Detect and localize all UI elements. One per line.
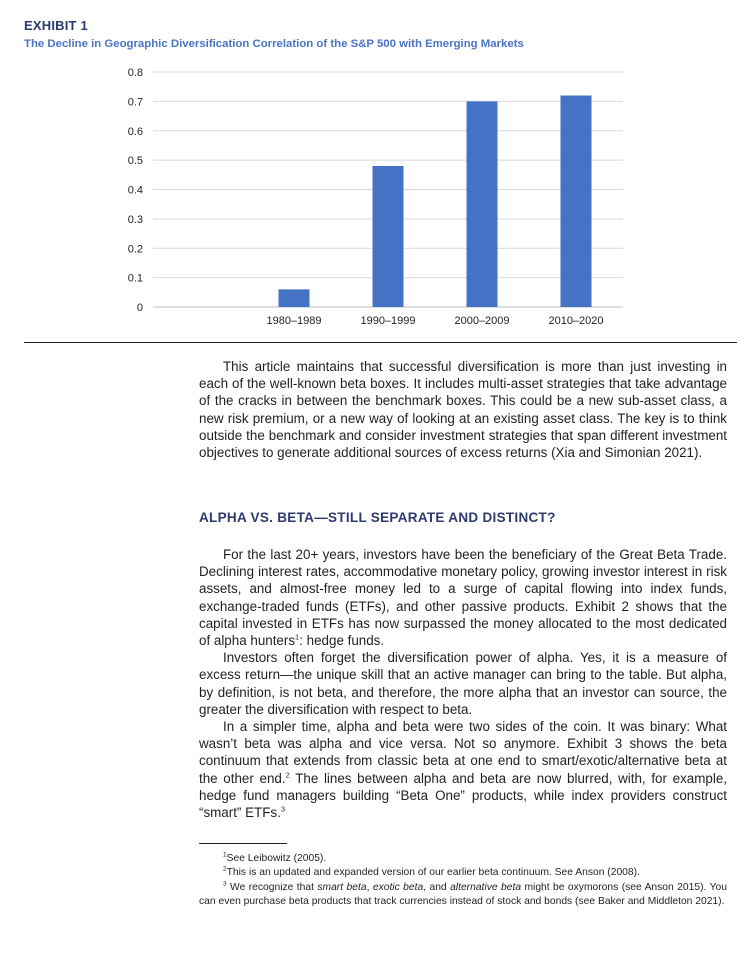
chart-x-ticks: 1980–1989 1990–1999 2000–2009 2010–2020 bbox=[266, 315, 603, 327]
footnote-2: 2This is an updated and expanded version… bbox=[199, 866, 727, 880]
y-tick-label: 0.6 bbox=[128, 126, 143, 138]
section-heading: ALPHA VS. BETA—STILL SEPARATE AND DISTIN… bbox=[199, 510, 556, 525]
chart-bars bbox=[278, 95, 592, 307]
paragraph-1-tail: : hedge funds. bbox=[299, 633, 385, 649]
intro-paragraph: This article maintains that successful d… bbox=[199, 359, 727, 461]
footnote-3-term-alternative-beta: alternative beta bbox=[450, 881, 522, 893]
paragraph-1-text: For the last 20+ years, investors have b… bbox=[199, 547, 727, 649]
y-tick-label: 0.4 bbox=[128, 185, 143, 197]
bar bbox=[372, 166, 404, 307]
footnote-3-mark: 3 bbox=[223, 880, 227, 888]
footnote-ref-3: 3 bbox=[280, 804, 285, 814]
exhibit-divider bbox=[24, 342, 737, 343]
bar bbox=[560, 95, 592, 307]
footnote-ref-1: 1 bbox=[295, 632, 300, 642]
exhibit-label: EXHIBIT 1 bbox=[24, 18, 88, 33]
x-tick-label: 1980–1989 bbox=[266, 315, 321, 327]
footnote-ref-2: 2 bbox=[285, 770, 290, 780]
footnote-1-mark: 1 bbox=[223, 851, 227, 859]
section-body: For the last 20+ years, investors have b… bbox=[199, 546, 727, 821]
bar-chart: 0 0.1 0.2 0.3 0.4 0.5 0.6 0.7 0.8 1980–1989 1990–… bbox=[128, 67, 623, 327]
y-tick-label: 0.1 bbox=[128, 273, 143, 285]
bar bbox=[466, 101, 498, 307]
paragraph-1: For the last 20+ years, investors have b… bbox=[199, 546, 727, 649]
paragraph-3-text-2: The lines between alpha and beta are now… bbox=[199, 770, 727, 821]
y-tick-label: 0.5 bbox=[128, 155, 143, 167]
y-tick-label: 0.7 bbox=[128, 96, 143, 108]
x-tick-label: 2010–2020 bbox=[548, 315, 603, 327]
footnote-3-text-a: We recognize that bbox=[226, 881, 318, 893]
footnote-2-mark: 2 bbox=[223, 865, 227, 873]
footnote-3-text-c: , and bbox=[423, 881, 451, 893]
y-tick-label: 0.8 bbox=[128, 67, 143, 79]
intro-paragraph-block: This article maintains that successful d… bbox=[199, 358, 727, 461]
paragraph-3: In a simpler time, alpha and beta were t… bbox=[199, 718, 727, 821]
y-tick-label: 0.2 bbox=[128, 243, 143, 255]
footnote-3-text-b: , bbox=[366, 881, 373, 893]
paragraph-3-text: In a simpler time, alpha and beta were t… bbox=[199, 719, 727, 786]
exhibit-title: The Decline in Geographic Diversificatio… bbox=[24, 38, 524, 50]
y-tick-label: 0 bbox=[137, 302, 143, 314]
footnote-1-text: See Leibowitz (2005). bbox=[226, 853, 327, 864]
footnote-divider bbox=[199, 843, 287, 844]
footnote-1: 1See Leibowitz (2005). bbox=[199, 852, 727, 866]
y-tick-label: 0.3 bbox=[128, 214, 143, 226]
footnote-3-text-d: might be oxymorons (see Anson 2015). You… bbox=[199, 881, 727, 908]
bar bbox=[278, 289, 310, 307]
footnote-3-term-exotic-beta: exotic beta bbox=[372, 881, 424, 893]
x-tick-label: 2000–2009 bbox=[454, 315, 509, 327]
footnote-3: 3 We recognize that smart beta, exotic b… bbox=[199, 881, 727, 910]
x-tick-label: 1990–1999 bbox=[360, 315, 415, 327]
footnote-2-text: This is an updated and expanded version … bbox=[226, 867, 640, 879]
chart-y-ticks: 0 0.1 0.2 0.3 0.4 0.5 0.6 0.7 0.8 bbox=[128, 67, 143, 314]
footnotes: 1See Leibowitz (2005). 2This is an updat… bbox=[199, 852, 727, 910]
footnote-3-term-smart-beta: smart beta bbox=[317, 881, 367, 893]
paragraph-2: Investors often forget the diversificati… bbox=[199, 650, 727, 717]
